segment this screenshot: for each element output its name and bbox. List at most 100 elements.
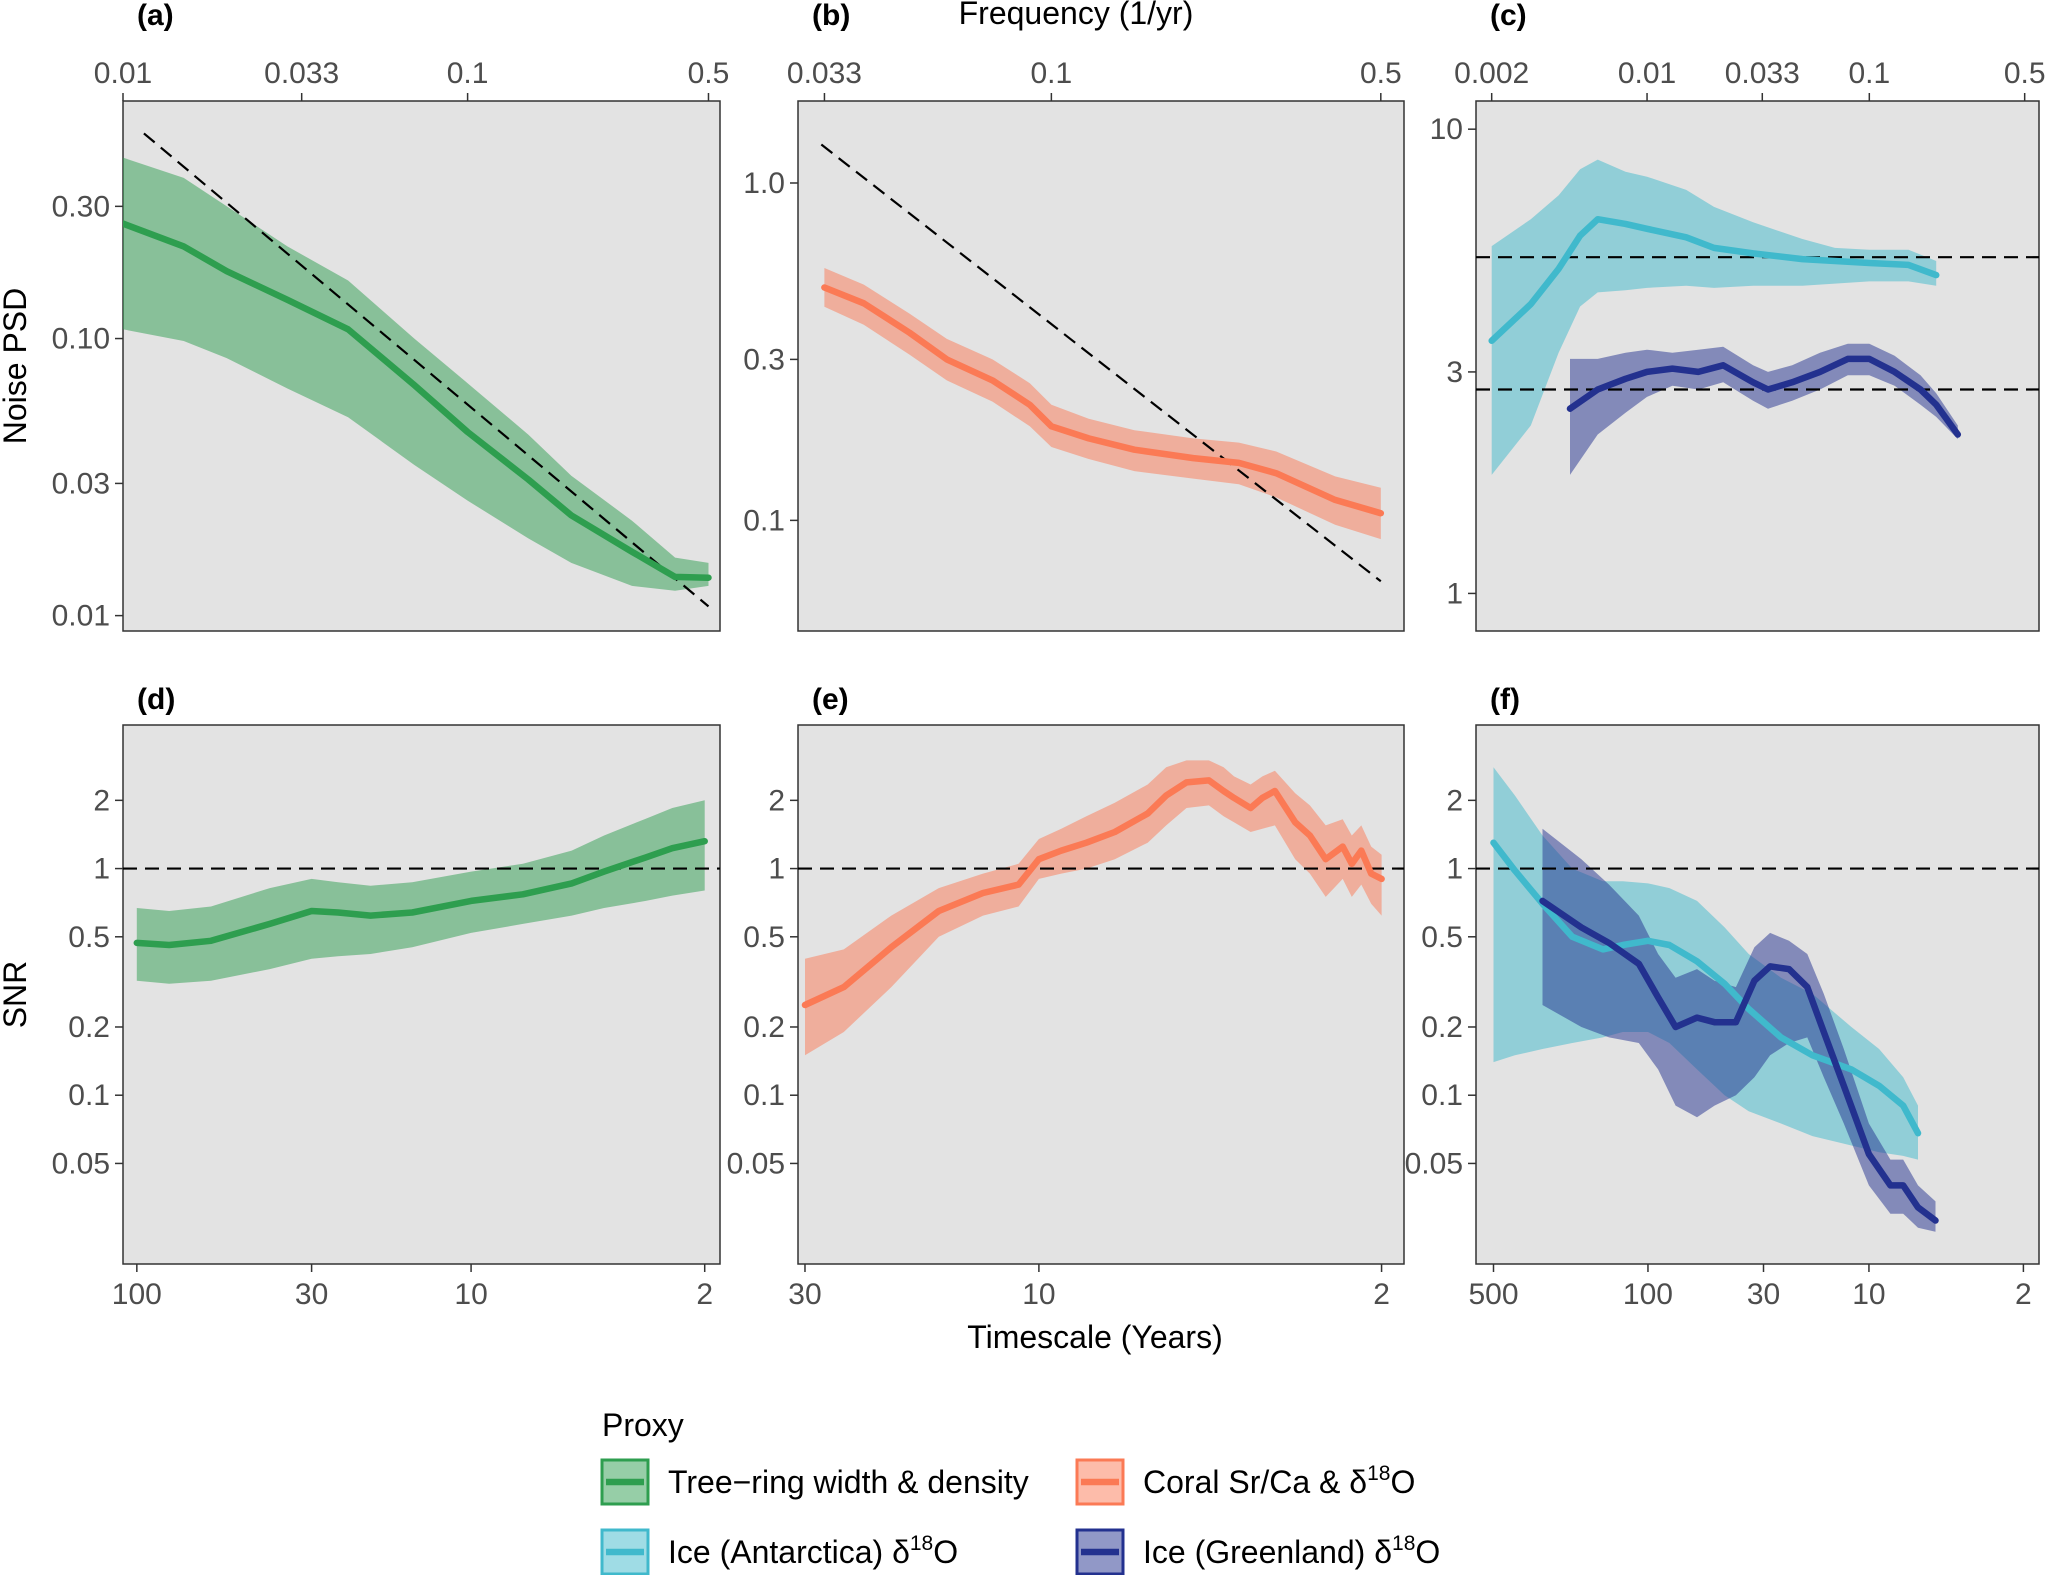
ribbon-tree (123, 157, 709, 591)
y-tick-label: 0.2 (68, 1011, 110, 1044)
legend-label: Tree−ring width & density (668, 1464, 1029, 1500)
panel-background (122, 724, 721, 1265)
y-tick-label: 1 (93, 853, 110, 886)
ribbon-ice_gre (1570, 343, 1958, 475)
panel-tag: (e) (812, 683, 849, 716)
x-tick-label: 10 (1852, 1278, 1885, 1311)
y-tick-label: 1.0 (743, 167, 785, 200)
panel-d: 100 30 10 2 2 1 0.5 0.2 0.1 0.05 (d) SNR (0, 683, 721, 1311)
y-tick-label: 0.05 (52, 1147, 110, 1180)
y-tick-label: 0.5 (1421, 921, 1463, 954)
plot-area (123, 132, 712, 608)
y-tick-label: 0.05 (727, 1147, 785, 1180)
x-tick-label: 0.1 (1848, 57, 1890, 90)
series-line-ice_gre (1539, 897, 1939, 1224)
legend: Proxy Tree−ring width & density Coral Sr/… (600, 1407, 1440, 1575)
legend-label: Ice (Greenland) δ18O (1143, 1532, 1440, 1570)
x-tick-label: 0.5 (1360, 57, 1402, 90)
plot-area (1476, 767, 2039, 1232)
reference-line (143, 132, 710, 608)
series-line-ice_ant (1488, 215, 1940, 345)
plot-area (798, 760, 1404, 1056)
legend-item-ice_ant: Ice (Antarctica) δ18O (600, 1528, 958, 1575)
panel-b: 0.033 0.1 0.5 1.0 0.3 0.1 (b) (743, 0, 1405, 632)
y-tick-label: 0.1 (1421, 1079, 1463, 1112)
y-tick-label: 10 (1430, 113, 1463, 146)
panel-background (797, 724, 1405, 1265)
x-tick-label: 0.01 (1618, 57, 1676, 90)
x-tick-label: 500 (1468, 1278, 1518, 1311)
y-tick-label: 0.30 (52, 190, 110, 223)
panel-tag: (a) (137, 0, 174, 32)
y-tick-label: 2 (768, 784, 785, 817)
y-tick-label: 0.1 (68, 1079, 110, 1112)
reference-line (820, 143, 1382, 583)
top-axis-title: Frequency (1/yr) (959, 0, 1194, 31)
x-tick-label: 100 (1623, 1278, 1673, 1311)
panel-c: 0.002 0.01 0.033 0.1 0.5 10 3 1 (c) (1430, 0, 2046, 632)
panel-e: 30 10 2 2 1 0.5 0.2 0.1 0.05 (e) (727, 683, 1405, 1311)
x-tick-label: 0.1 (447, 57, 489, 90)
plot-area (123, 800, 720, 984)
y-tick-label: 1 (768, 853, 785, 886)
y-tick-label: 1 (1446, 853, 1463, 886)
y-tick-label: 0.1 (743, 504, 785, 537)
panel-tag: (f) (1490, 683, 1520, 716)
y-tick-label: 0.3 (743, 343, 785, 376)
y-tick-label: 0.5 (68, 921, 110, 954)
legend-item-coral: Coral Sr/Ca & δ18O (1075, 1458, 1415, 1506)
y-tick-label: 0.1 (743, 1079, 785, 1112)
ribbon-tree (136, 800, 705, 984)
y-tick-label: 0.5 (743, 921, 785, 954)
legend-item-tree: Tree−ring width & density (600, 1458, 1029, 1506)
x-tick-label: 2 (696, 1278, 713, 1311)
ribbon-ice_ant (1493, 767, 1918, 1160)
legend-item-ice_gre: Ice (Greenland) δ18O (1075, 1528, 1440, 1575)
x-tick-label: 10 (1022, 1278, 1055, 1311)
series-line-coral (821, 284, 1385, 517)
series-line-tree (133, 837, 708, 949)
panel-a: 0.01 0.033 0.1 0.5 0.30 0.10 0.03 0.01 (a) Noise … (0, 0, 729, 633)
legend-label: Ice (Antarctica) δ18O (668, 1532, 958, 1570)
x-tick-label: 0.1 (1031, 57, 1073, 90)
panel-background (797, 100, 1405, 632)
x-tick-label: 30 (295, 1278, 328, 1311)
y-tick-label: 1 (1446, 577, 1463, 610)
x-tick-label: 100 (112, 1278, 162, 1311)
y-tick-label: 0.03 (52, 467, 110, 500)
plot-area (1476, 159, 2039, 475)
y-tick-label: 0.05 (1405, 1147, 1463, 1180)
bottom-axis-title: Timescale (Years) (967, 1319, 1222, 1355)
x-tick-label: 10 (454, 1278, 487, 1311)
series-line-ice_gre (1566, 355, 1962, 438)
y-tick-label: 0.10 (52, 323, 110, 356)
panel-f: 500 100 30 10 2 2 1 0.5 0.2 0.1 0.05 (f) (1405, 683, 2040, 1311)
y-tick-label: 2 (1446, 784, 1463, 817)
y-axis-title: SNR (0, 961, 33, 1029)
ribbon-ice_ant (1491, 159, 1937, 475)
y-tick-label: 0.2 (743, 1011, 785, 1044)
series-line-ice_ant (1490, 839, 1922, 1137)
x-tick-label: 0.5 (2004, 57, 2046, 90)
legend-label: Coral Sr/Ca & δ18O (1143, 1462, 1415, 1500)
x-tick-label: 0.5 (688, 57, 730, 90)
panel-tag: (c) (1490, 0, 1527, 32)
x-tick-label: 2 (2015, 1278, 2032, 1311)
x-tick-label: 30 (788, 1278, 821, 1311)
ribbon-coral (805, 760, 1382, 1056)
x-tick-label: 2 (1373, 1278, 1390, 1311)
panel-background (1475, 100, 2040, 632)
x-tick-label: 30 (1747, 1278, 1780, 1311)
panel-tag: (b) (812, 0, 850, 32)
y-tick-label: 3 (1446, 356, 1463, 389)
legend-title: Proxy (602, 1407, 684, 1443)
x-tick-label: 0.033 (787, 57, 862, 90)
y-tick-label: 2 (93, 784, 110, 817)
x-tick-label: 0.033 (1725, 57, 1800, 90)
series-line-coral (801, 777, 1385, 1009)
y-axis-title: Noise PSD (0, 288, 33, 445)
panel-tag: (d) (137, 683, 175, 716)
ribbon-ice_gre (1542, 828, 1936, 1232)
x-tick-label: 0.01 (94, 57, 152, 90)
